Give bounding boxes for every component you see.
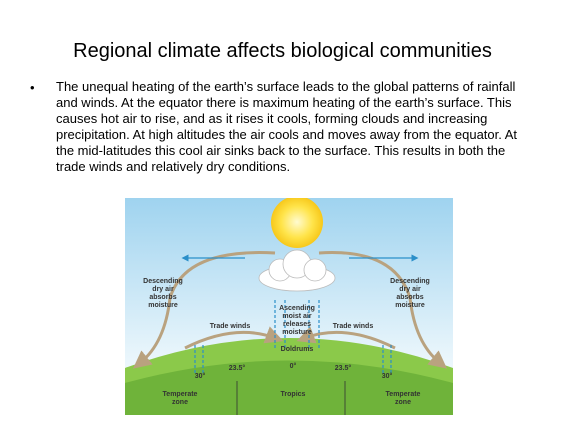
descending-label: absorbs bbox=[149, 294, 176, 301]
bullet-marker: • bbox=[30, 80, 35, 95]
latitude-label: 30° bbox=[382, 372, 393, 380]
descending-label: dry air bbox=[399, 286, 421, 293]
descending-label: Descending bbox=[143, 278, 183, 285]
doldrums-label: Doldrums bbox=[281, 346, 314, 353]
bullet-text: The unequal heating of the earth’s surfa… bbox=[56, 79, 518, 174]
sun bbox=[271, 198, 323, 248]
zone-label: Temperate bbox=[163, 391, 198, 398]
descending-label: dry air bbox=[152, 286, 174, 293]
air-arrows bbox=[132, 251, 448, 369]
earth-band bbox=[125, 360, 453, 415]
latitude-label: 23.5° bbox=[229, 364, 246, 372]
ascending-label: moisture bbox=[282, 329, 312, 336]
descending-label: moisture bbox=[395, 302, 425, 309]
latitude-label: 0° bbox=[290, 362, 297, 370]
moisture-arrows bbox=[181, 254, 419, 373]
descending-label: Descending bbox=[390, 278, 430, 285]
slide-title: Regional climate affects biological comm… bbox=[73, 40, 492, 62]
latitude-label: 23.5° bbox=[335, 364, 352, 372]
zone-label: Temperate bbox=[386, 391, 421, 398]
zone-label: Tropics bbox=[281, 391, 306, 398]
zone-label: zone bbox=[395, 399, 411, 406]
cloud bbox=[258, 249, 336, 292]
ascending-label: moist air bbox=[282, 313, 311, 320]
ascending-label: releases bbox=[283, 321, 311, 328]
descending-label: absorbs bbox=[396, 294, 423, 301]
ascending-label: Ascending bbox=[279, 305, 315, 312]
zone-label: zone bbox=[172, 399, 188, 406]
trade-winds-label: Trade winds bbox=[333, 323, 374, 330]
trade-winds-label: Trade winds bbox=[210, 323, 251, 330]
latitude-label: 30° bbox=[195, 372, 206, 380]
descending-label: moisture bbox=[148, 302, 178, 309]
